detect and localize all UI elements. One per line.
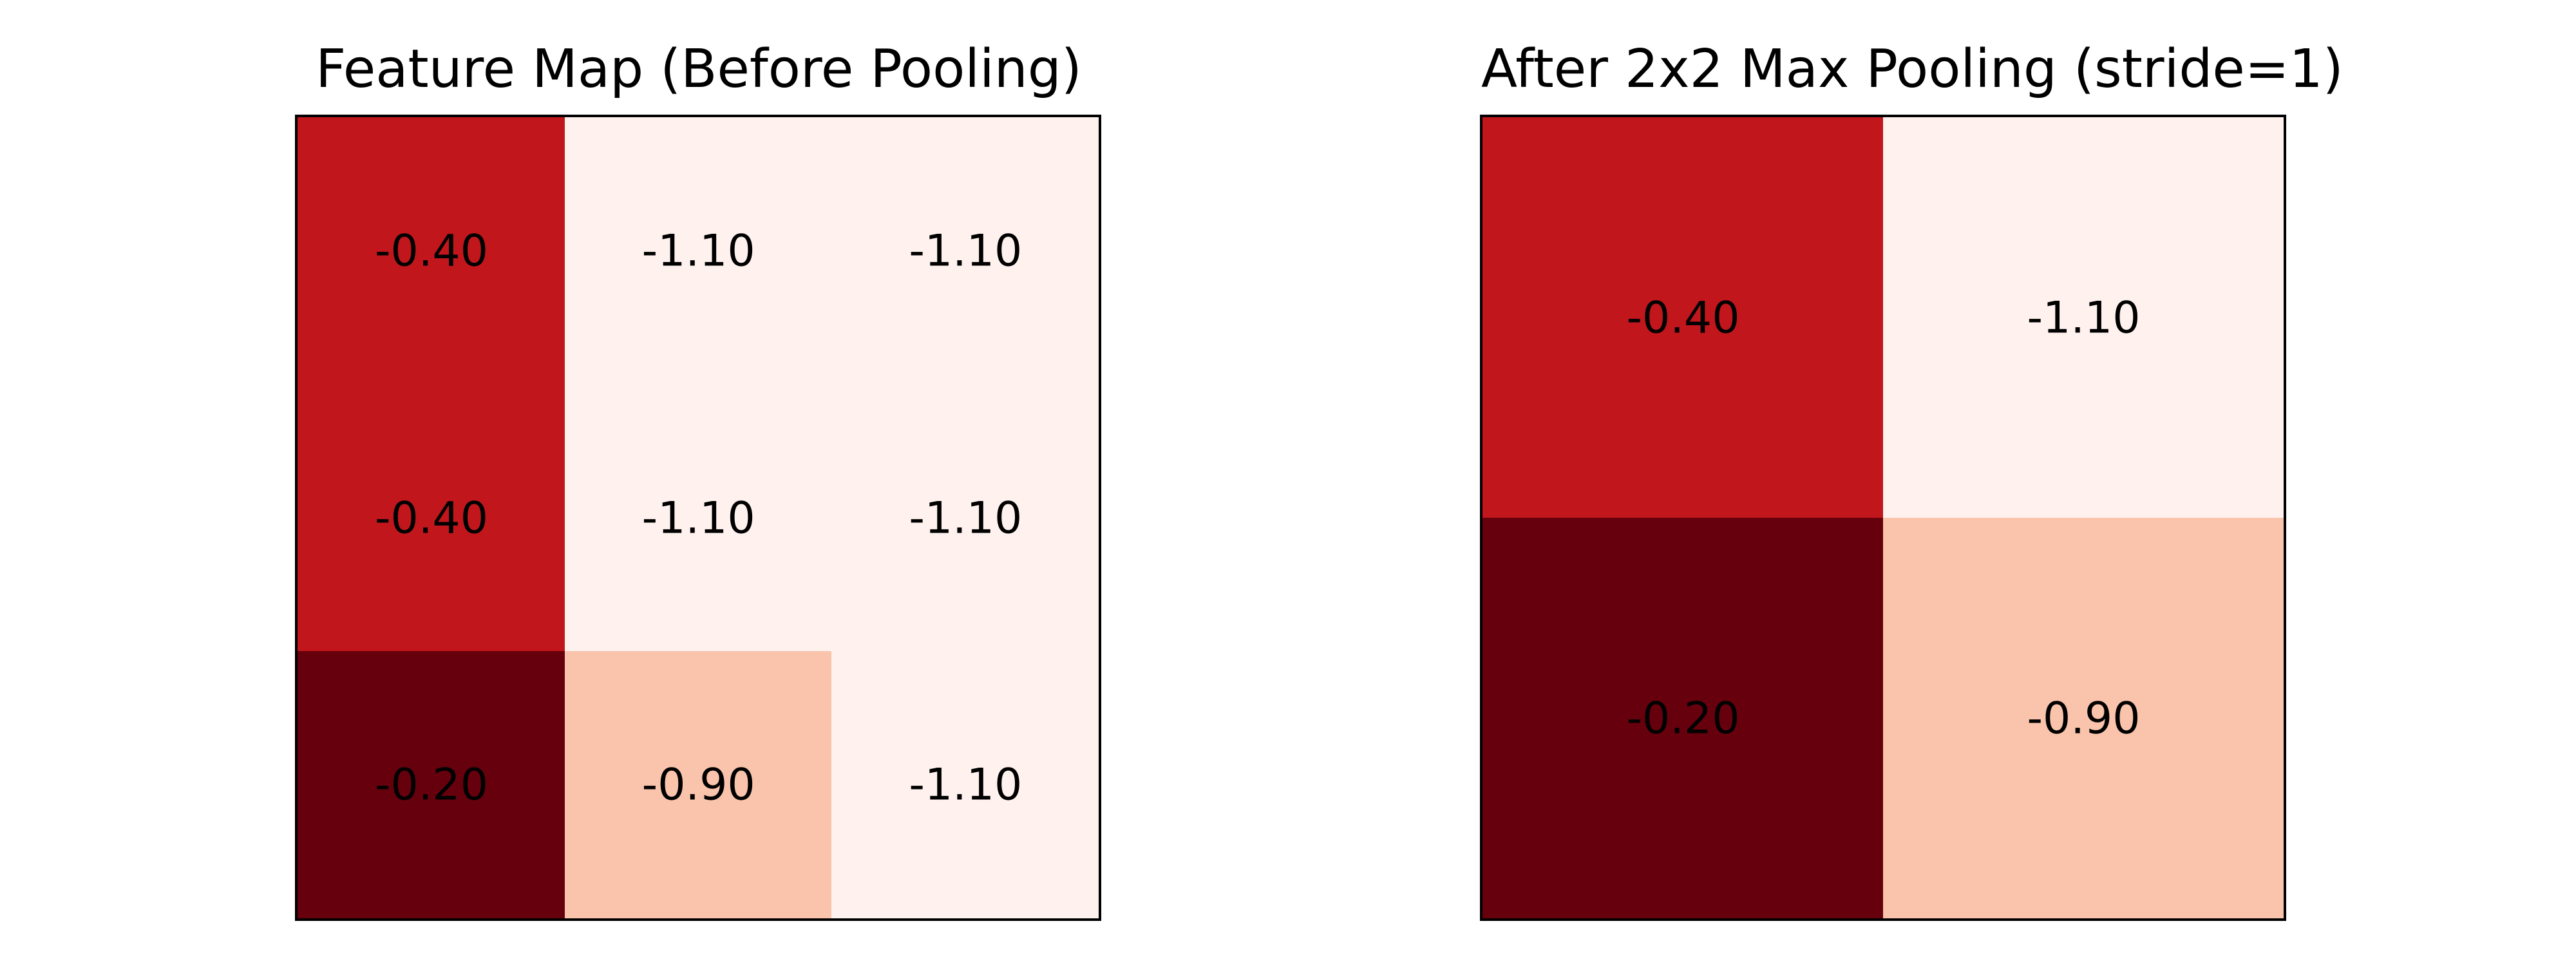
heatmap-cell: -0.40 [1482, 117, 1884, 518]
cell-value-label: -0.40 [375, 225, 488, 277]
heatmap-cell: -0.20 [298, 651, 565, 918]
cell-value-label: -1.10 [641, 225, 755, 277]
cell-value-label: -1.10 [909, 225, 1023, 277]
cell-value-label: -1.10 [2027, 292, 2141, 343]
pooled-map-title: After 2x2 Max Pooling (stride=1) [1481, 39, 2344, 100]
cell-value-label: -0.40 [375, 493, 488, 544]
cell-value-label: -0.90 [2027, 693, 2141, 744]
cell-value-label: -1.10 [909, 493, 1023, 544]
feature-map-title: Feature Map (Before Pooling) [316, 39, 1082, 100]
cell-value-label: -0.20 [375, 759, 488, 811]
cell-value-label: -1.10 [909, 759, 1023, 811]
heatmap-cell: -1.10 [1883, 117, 2284, 518]
cell-value-label: -0.20 [1626, 693, 1740, 744]
heatmap-cell: -1.10 [831, 651, 1099, 918]
pooled-map-heatmap: -0.40 -1.10 -0.20 -0.90 [1480, 115, 2286, 921]
heatmap-cell: -0.90 [1883, 518, 2284, 918]
heatmap-cell: -1.10 [831, 117, 1099, 385]
heatmap-cell: -0.20 [1482, 518, 1884, 918]
feature-map-heatmap: -0.40 -1.10 -1.10 -0.40 -1.10 -1.10 -0.20 -0.90… [295, 115, 1101, 921]
heatmap-cell: -0.40 [298, 117, 565, 385]
cell-value-label: -1.10 [641, 493, 755, 544]
cell-value-label: -0.90 [641, 759, 755, 811]
cell-value-label: -0.40 [1626, 292, 1740, 343]
heatmap-cell: -1.10 [564, 384, 833, 652]
heatmap-cell: -1.10 [564, 117, 833, 385]
heatmap-cell: -1.10 [831, 384, 1099, 652]
heatmap-cell: -0.40 [298, 384, 565, 652]
heatmap-cell: -0.90 [564, 651, 833, 918]
